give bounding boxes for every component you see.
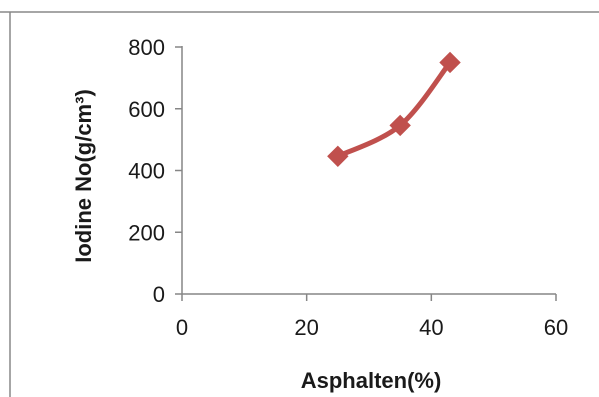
y-axis-title: Iodine No(g/cm³)	[71, 89, 96, 263]
x-ticks: 0 20 40 60	[176, 294, 568, 340]
series	[327, 51, 461, 168]
series-line	[335, 59, 453, 159]
y-tick-label: 400	[128, 159, 165, 184]
x-axis-title: Asphalten(%)	[301, 368, 442, 393]
data-point-marker	[327, 145, 349, 168]
data-point-marker	[439, 51, 461, 74]
x-tick-label: 40	[419, 315, 443, 340]
x-tick-label: 0	[176, 315, 188, 340]
data-point-marker	[389, 114, 411, 137]
y-ticks: 0 200 400 600 800	[128, 35, 182, 307]
y-tick-label: 600	[128, 97, 165, 122]
y-tick-label: 800	[128, 35, 165, 60]
y-tick-label: 0	[153, 282, 165, 307]
axes	[181, 46, 556, 295]
x-tick-label: 60	[544, 315, 568, 340]
y-tick-label: 200	[128, 220, 165, 245]
x-tick-label: 20	[294, 315, 318, 340]
